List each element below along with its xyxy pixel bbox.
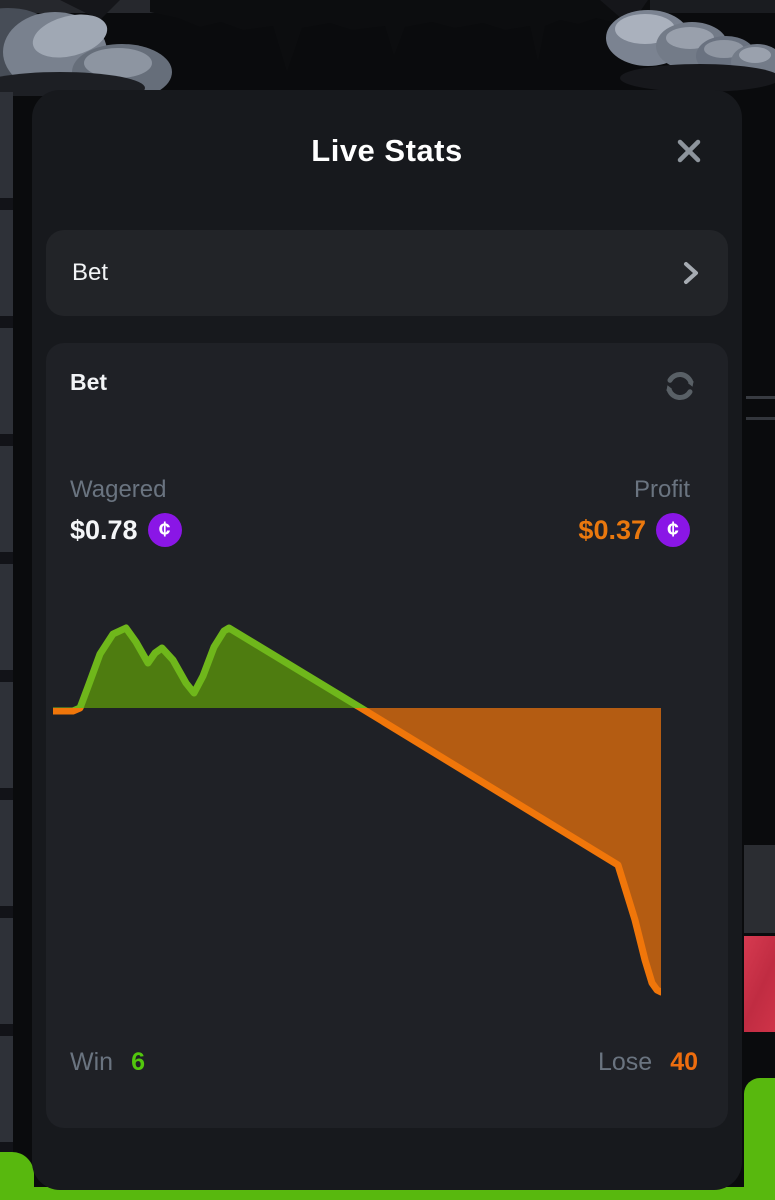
currency-coin-icon: ¢ (147, 513, 182, 547)
stat-type-selector[interactable]: Bet (46, 230, 728, 316)
reset-stats-button[interactable] (660, 365, 700, 405)
profit-stat: Profit $0.37 ¢ (578, 475, 690, 549)
cave-backdrop-illustration (0, 0, 775, 96)
refresh-icon (666, 372, 694, 400)
card-title: Bet (70, 369, 108, 395)
background-row-line (746, 417, 775, 420)
background-row-line (746, 396, 775, 399)
win-count: Win 6 (70, 1045, 145, 1079)
profit-history-chart (53, 600, 661, 1010)
profit-value: $0.37 (578, 514, 646, 545)
bet-stats-card: Bet Wagered $0.78 ¢ Profit (46, 343, 728, 1128)
lose-count: Lose 40 (598, 1045, 698, 1079)
background-bet-button-edge (744, 1078, 775, 1200)
wagered-label: Wagered (70, 476, 167, 503)
live-stats-modal: Live Stats Bet Bet (32, 90, 742, 1190)
modal-title: Live Stats (311, 133, 463, 168)
background-game-tiles-strip (0, 92, 13, 1200)
lose-label: Lose (597, 1048, 653, 1076)
background-bet-button-edge (0, 1187, 775, 1200)
lose-value: 40 (670, 1048, 698, 1076)
background-panel-dark (744, 845, 775, 933)
background-panel-red (744, 936, 775, 1032)
win-label: Win (70, 1048, 114, 1076)
win-value: 6 (131, 1048, 145, 1076)
stat-type-selector-label: Bet (72, 259, 109, 286)
close-icon (677, 139, 701, 163)
chevron-right-icon (684, 262, 698, 284)
wagered-stat: Wagered $0.78 ¢ (70, 475, 182, 549)
wagered-value: $0.78 (70, 514, 138, 545)
close-button[interactable] (672, 134, 706, 168)
currency-coin-icon: ¢ (656, 513, 690, 547)
profit-label: Profit (633, 476, 690, 503)
win-lose-footer: Win 6 Lose 40 (70, 1045, 698, 1079)
